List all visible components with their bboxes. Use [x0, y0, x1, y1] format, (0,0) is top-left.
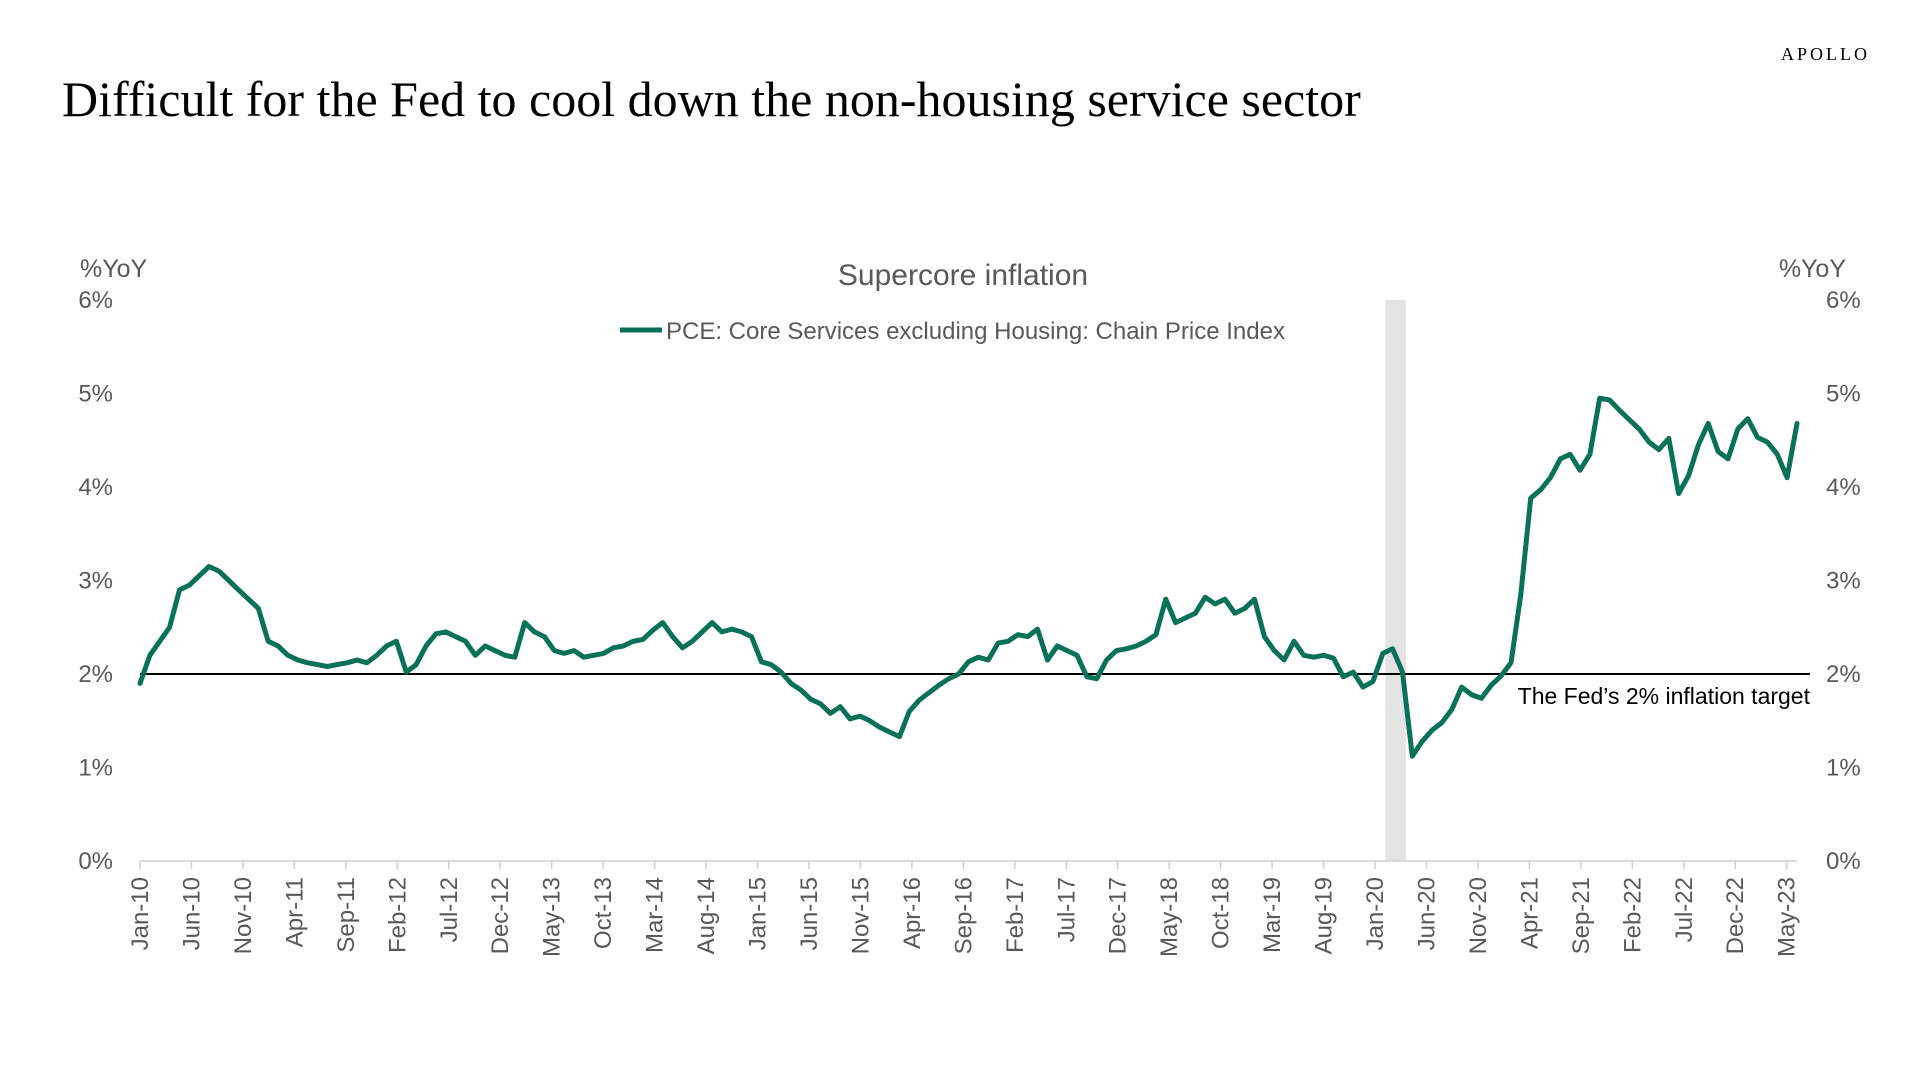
- x-tick-label: Jan-20: [1362, 877, 1389, 950]
- x-tick-label: Sep-16: [950, 877, 977, 954]
- series-line: [137, 395, 1800, 759]
- x-tick-label: Feb-17: [1002, 877, 1029, 953]
- x-tick-label: Apr-16: [899, 877, 926, 949]
- x-tick-label: Jun-20: [1413, 877, 1440, 950]
- fed-target-label: The Fed’s 2% inflation target: [1518, 683, 1811, 709]
- x-tick-label: Jul-22: [1671, 877, 1698, 942]
- x-tick-label: Jul-12: [436, 877, 463, 942]
- x-tick-label: Jun-10: [178, 877, 205, 950]
- y-tick-label-left: 0%: [78, 848, 113, 875]
- chart-title: Supercore inflation: [838, 259, 1088, 292]
- x-tick-label: Sep-21: [1568, 877, 1595, 954]
- y-unit-right: %YoY: [1779, 255, 1847, 283]
- page-headline: Difficult for the Fed to cool down the n…: [62, 71, 1361, 127]
- x-tick-label: Feb-22: [1619, 877, 1646, 953]
- x-tick-label: Oct-18: [1208, 877, 1235, 949]
- y-tick-label-left: 3%: [78, 568, 113, 595]
- y-tick-label-left: 2%: [78, 661, 113, 688]
- legend-label: PCE: Core Services excluding Housing: Ch…: [666, 318, 1285, 345]
- x-tick-label: Feb-12: [384, 877, 411, 953]
- y-tick-label-right: 4%: [1826, 474, 1861, 501]
- x-tick-label: Dec-12: [487, 877, 514, 954]
- y-tick-label-right: 0%: [1826, 848, 1861, 875]
- y-tick-label-right: 2%: [1826, 661, 1861, 688]
- x-tick-label: May-18: [1156, 877, 1183, 957]
- recession-band: [1385, 300, 1406, 861]
- x-tick-label: Apr-11: [281, 877, 308, 947]
- x-tick-label: Jan-10: [127, 877, 154, 950]
- y-axis-left: 0% 1% 2% 3% 4% 5% 6%: [78, 287, 113, 875]
- x-tick-label: Aug-14: [693, 877, 720, 954]
- x-tick-label: Mar-19: [1259, 877, 1286, 953]
- chart-legend: PCE: Core Services excluding Housing: Ch…: [620, 318, 1285, 345]
- y-tick-label-left: 5%: [78, 381, 113, 408]
- x-tick-label: Aug-19: [1311, 877, 1338, 954]
- y-unit-left: %YoY: [80, 255, 148, 283]
- apollo-brand-logo: APOLLO: [1781, 44, 1870, 64]
- x-tick-label: Dec-22: [1722, 877, 1749, 954]
- y-tick-label-left: 4%: [78, 474, 113, 501]
- x-tick-label: May-13: [539, 877, 566, 957]
- y-axis-right: 0% 1% 2% 3% 4% 5% 6%: [1826, 287, 1861, 875]
- x-tick-label: Mar-14: [642, 877, 669, 953]
- x-tick-label: Apr-21: [1516, 877, 1543, 949]
- x-tick-label: Nov-10: [230, 877, 257, 954]
- x-tick-label: Jul-17: [1053, 877, 1080, 942]
- x-tick-label: Oct-13: [590, 877, 617, 949]
- y-tick-label-right: 1%: [1826, 755, 1861, 782]
- x-tick-label: Nov-20: [1465, 877, 1492, 954]
- y-tick-label-right: 3%: [1826, 568, 1861, 595]
- x-tick-label: Jun-15: [796, 877, 823, 950]
- x-tick-label: Jan-15: [745, 877, 772, 950]
- x-tick-label: Nov-15: [847, 877, 874, 954]
- y-tick-label-right: 5%: [1826, 381, 1861, 408]
- reference-layer: The Fed’s 2% inflation target: [140, 673, 1811, 709]
- y-tick-label-left: 1%: [78, 755, 113, 782]
- x-axis: Jan-10 Jun-10 Nov-10 Apr-11 Sep-11 Feb-12 Jul-…: [127, 860, 1801, 957]
- y-tick-label-right: 6%: [1826, 287, 1861, 314]
- recession-band-layer: [1385, 300, 1406, 861]
- x-tick-label: Sep-11: [333, 877, 360, 953]
- x-tick-label: Dec-17: [1105, 877, 1132, 954]
- y-tick-label-left: 6%: [78, 287, 113, 314]
- x-tick-label: May-23: [1774, 877, 1801, 957]
